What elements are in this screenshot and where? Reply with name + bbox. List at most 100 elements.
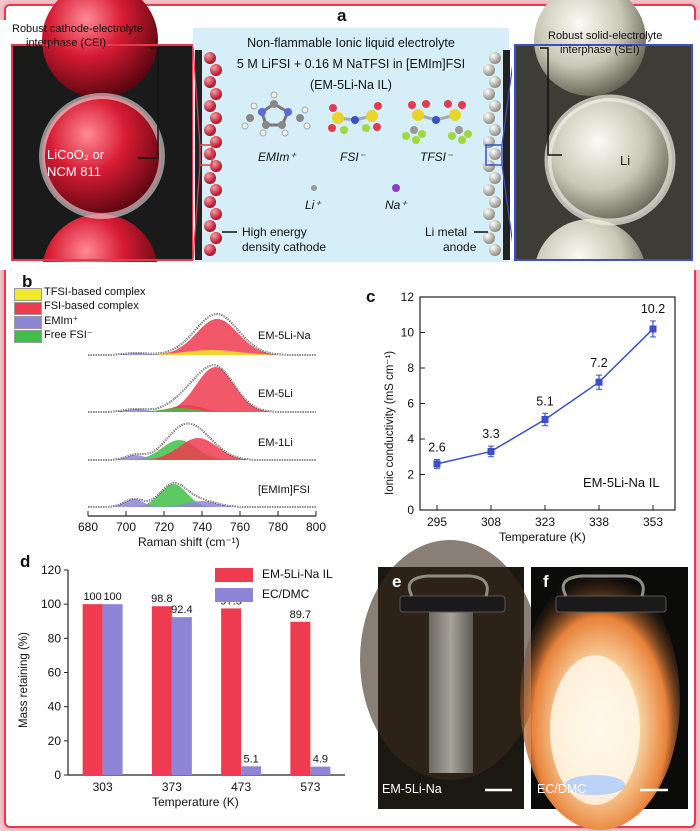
conductivity-y-tick-label: 4: [407, 432, 414, 446]
li-ion-dot: [311, 185, 317, 191]
raman-component-fill: [88, 455, 316, 460]
raman-x-tick-label: 720: [154, 520, 174, 534]
spectrum-label-em5li: EM-5Li: [258, 388, 293, 400]
conductivity-plot: 0 2 4 6 8 10 12 295 308 323 338 353 2.6 3.3 5.1 7.2 10.2: [401, 290, 676, 529]
anode-collector: [503, 50, 510, 260]
panel-e-label: e: [392, 572, 402, 591]
electrolyte-region: [193, 28, 509, 262]
mass-y-tick-label: 120: [41, 563, 61, 577]
spectrum-label-em1li: EM-1Li: [258, 437, 293, 449]
mass-bar-ecdmc: [310, 766, 331, 775]
panel-f-label: f: [543, 572, 549, 591]
conductivity-point: [433, 460, 441, 468]
mass-y-tick-label: 0: [54, 768, 61, 782]
panel-b-label: b: [22, 272, 33, 291]
mass-bar-il: [82, 604, 103, 775]
raman-fit-trace: [88, 313, 316, 356]
cei-layer: [42, 96, 162, 216]
conductivity-y-tick-label: 10: [401, 326, 415, 340]
mass-bar-value-label: 100: [83, 591, 101, 603]
mass-legend-label-il: EM-5Li-Na IL: [262, 567, 333, 581]
cei-label-line1: Robust cathode-electrolyte: [12, 23, 143, 35]
legend-label-fsi: FSI-based complex: [44, 300, 139, 312]
conductivity-y-tick-label: 6: [407, 397, 414, 411]
legend-swatch-fsi: [14, 302, 42, 315]
cei-label-line2: interphase (CEI): [26, 37, 107, 49]
panel-d-label: d: [20, 552, 31, 571]
mass-x-axis-title: Temperature (K): [152, 795, 239, 809]
electrolyte-formula: 5 M LiFSI + 0.16 M NaTFSI in [EMIm]FSI: [236, 57, 466, 71]
raman-x-tick-label: 680: [78, 520, 98, 534]
legend-swatch-emim: [14, 316, 42, 329]
photo-e-caption: EM-5Li-Na: [382, 782, 442, 796]
conductivity-x-tick-label: 295: [427, 515, 447, 529]
cathode-particle: [42, 96, 162, 216]
raman-x-tick-label: 760: [230, 520, 250, 534]
conductivity-value-label: 5.1: [536, 394, 553, 408]
mass-legend-swatch-il: [215, 568, 253, 582]
mass-y-tick-label: 20: [48, 734, 62, 748]
mass-y-tick-label: 100: [41, 597, 61, 611]
anode-particle: [534, 219, 646, 270]
mass-x-tick-label: 303: [93, 780, 113, 794]
legend-swatch-free-fsi: [14, 330, 42, 343]
mass-bar-value-label: 92.4: [171, 604, 192, 616]
cathode-material-line1: LiCoO₂ or: [47, 147, 105, 162]
mass-x-tick-label: 373: [162, 780, 182, 794]
mass-bar-value-label: 5.1: [243, 753, 258, 765]
raman-fit-trace: [88, 423, 316, 461]
raman-fit-trace: [88, 364, 316, 413]
mass-bar-value-label: 100: [103, 591, 121, 603]
mass-bar-il: [290, 621, 311, 775]
mass-bar-ecdmc: [171, 617, 192, 775]
conductivity-x-axis-title: Temperature (K): [499, 530, 586, 544]
anode-caption-line2: anode: [443, 240, 477, 254]
raman-x-tick-label: 740: [192, 520, 212, 534]
mass-bar-value-label: 4.9: [313, 754, 328, 766]
electrolyte-title: Non-flammable Ionic liquid electrolyte: [247, 36, 455, 50]
legend-label-emim: EMIm⁺: [44, 315, 79, 327]
mass-legend-swatch-ecdmc: [215, 588, 253, 602]
conductivity-point: [649, 325, 657, 333]
mass-y-tick-label: 60: [48, 666, 62, 680]
mass-x-tick-label: 473: [231, 780, 251, 794]
panel-a-illustration: [0, 0, 700, 270]
legend-swatch-tfsi: [14, 288, 42, 301]
fsi-label: FSI⁻: [340, 150, 366, 164]
electrolyte-name: (EM-5Li-Na IL): [310, 78, 392, 92]
mass-bar-ecdmc: [241, 766, 262, 775]
raman-spectra-plot: 680 700 720 740 760 780 800: [78, 313, 326, 534]
fsi-molecule: [328, 102, 382, 134]
raman-component-fill: [88, 319, 316, 355]
conductivity-value-label: 3.3: [482, 427, 499, 441]
raman-component-fill: [88, 499, 316, 507]
conductivity-x-tick-label: 353: [643, 515, 663, 529]
raman-component-fill: [88, 353, 316, 355]
spectrum-label-em5lina: EM-5Li-Na: [258, 330, 311, 342]
mass-bar-value-label: 89.7: [290, 609, 311, 621]
conductivity-value-label: 10.2: [641, 302, 665, 316]
anode-particle: [534, 0, 646, 96]
raman-component-fill: [88, 367, 316, 412]
raman-fit-trace: [88, 482, 316, 508]
clip-e: [399, 595, 506, 613]
spectrum-label-emimfsi: [EMIm]FSI: [258, 484, 310, 496]
sei-layer: [544, 94, 676, 226]
mass-bar-ecdmc: [102, 604, 123, 775]
conductivity-x-tick-label: 323: [535, 515, 555, 529]
conductivity-value-label: 2.6: [428, 440, 445, 454]
raman-component-fill: [88, 501, 316, 507]
raman-component-fill: [88, 409, 316, 412]
conductivity-series-label: EM-5Li-Na IL: [583, 475, 660, 490]
anode-caption-line1: Li metal: [425, 225, 468, 239]
cathode-caption-line2: density cathode: [242, 240, 327, 254]
cathode-collector: [195, 50, 202, 260]
raman-x-axis-title: Raman shift (cm⁻¹): [138, 535, 240, 549]
sei-label-line2: interphase (SEI): [560, 44, 640, 56]
anode-particle-column: [483, 52, 501, 256]
conductivity-y-tick-label: 2: [407, 468, 414, 482]
emim-molecule: [241, 91, 311, 137]
panel-a-label: a: [337, 6, 347, 25]
mass-y-tick-label: 80: [48, 631, 62, 645]
